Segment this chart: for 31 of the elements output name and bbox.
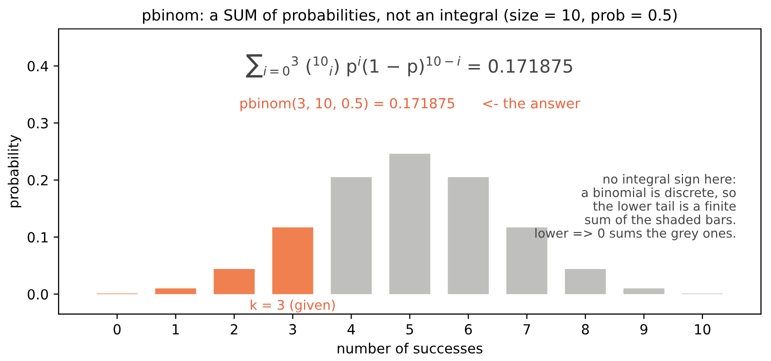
y-tick-label: 0.2: [28, 175, 48, 186]
annotation: pbinom(3, 10, 0.5) = 0.171875 <- the answer: [240, 98, 580, 112]
annotation: no integral sign here: a binomial is discrete, so the lower tail is a finite sum of the shaded bars. lower => 0 sums the grey ones.: [535, 174, 736, 240]
x-tick-label: 10: [695, 324, 710, 335]
bar: [564, 269, 606, 294]
x-tick-label: 2: [230, 324, 238, 334]
bar: [272, 227, 314, 294]
x-tick-label: 7: [524, 324, 530, 334]
text: ∑$_{i=0}$$^{3}$ ($^{10}$$_{i}$) p$^{i}$(1 − p)$^{10−i}$ = 0.171875: [246, 54, 572, 78]
x-tick-label: 8: [582, 324, 589, 335]
bar: [330, 177, 372, 294]
x-tick-label: 4: [348, 324, 355, 334]
x-tick-label: 5: [406, 324, 413, 335]
x-axis-title: number of successes: [338, 342, 482, 354]
chart-title: pbinom: a SUM of probabilities, not an integral (size = 10, prob = 0.5): [143, 8, 677, 24]
x-tick-label: 6: [464, 324, 472, 335]
x-tick-label: 3: [289, 324, 296, 335]
y-axis-title: probability: [8, 134, 22, 208]
x-tick-label: 0: [114, 324, 121, 335]
bar: [448, 177, 489, 294]
bar: [389, 154, 430, 294]
y-tick-label: 0.1: [28, 232, 48, 243]
x-tick-label: 1: [172, 324, 179, 334]
y-tick-label: 0.3: [28, 118, 48, 128]
x-tick-label: 9: [640, 324, 648, 335]
y-tick-label: 0.0: [28, 289, 48, 300]
bar: [623, 288, 664, 294]
bar: [155, 288, 196, 294]
bar: [214, 269, 255, 294]
annotation: k = 3 (given): [250, 300, 335, 312]
y-tick-label: 0.4: [28, 60, 48, 72]
